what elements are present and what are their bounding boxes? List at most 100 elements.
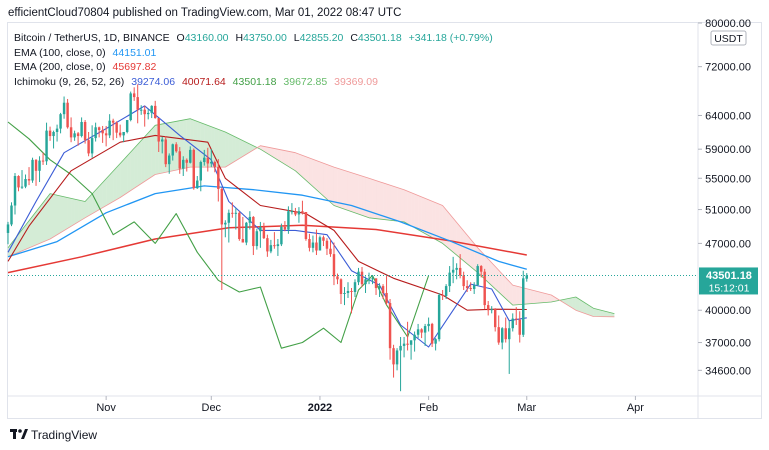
y-tick-label: 80000.00	[705, 18, 751, 30]
candle	[108, 114, 111, 139]
candle-body	[73, 133, 76, 138]
cloud-segment	[544, 293, 548, 303]
candle-body	[522, 278, 525, 335]
candle-body	[311, 242, 315, 248]
candle	[203, 149, 206, 166]
candle	[213, 160, 217, 173]
cloud-segment	[362, 176, 366, 217]
cloud-segment	[390, 185, 394, 221]
y-tick-label: 72000.00	[705, 62, 751, 74]
chart-legend: Bitcoin / TetherUS, 1D, BINANCE O43160.0…	[14, 31, 497, 89]
cloud-segment	[547, 294, 552, 303]
candle	[508, 320, 511, 374]
cloud-segment	[88, 193, 93, 216]
candle	[168, 153, 171, 174]
cloud-segment	[74, 199, 79, 225]
candle	[504, 317, 507, 343]
cloud-segment	[421, 196, 426, 234]
candle-body	[483, 271, 486, 306]
candle	[297, 207, 301, 223]
candle-body	[441, 294, 444, 296]
cloud-segment	[239, 138, 243, 159]
candle-body	[465, 286, 469, 289]
candle	[336, 273, 339, 285]
candle-body	[350, 291, 353, 293]
high-value: 43750.00	[243, 32, 287, 44]
candle-body	[406, 343, 409, 345]
candle-body	[48, 130, 52, 137]
cloud-segment	[600, 309, 604, 317]
cloud-segment	[333, 167, 338, 207]
cloud-segment	[183, 119, 187, 169]
candle	[185, 158, 188, 172]
candle-body	[231, 212, 234, 214]
candle	[283, 221, 287, 232]
candle-body	[497, 327, 500, 343]
candle	[287, 206, 290, 234]
candle-body	[357, 271, 360, 283]
candle-body	[402, 343, 406, 346]
candle	[241, 216, 245, 243]
candle	[69, 117, 73, 143]
candle-body	[59, 114, 62, 129]
cloud-segment	[453, 218, 457, 256]
candle	[273, 232, 276, 249]
candle-body	[164, 139, 167, 165]
candle	[41, 152, 45, 165]
candle	[462, 271, 465, 291]
cloud-segment	[218, 129, 222, 168]
candle	[378, 283, 381, 297]
candle-body	[399, 345, 402, 351]
candle	[125, 120, 129, 134]
grid	[7, 22, 762, 419]
candle-body	[451, 269, 455, 273]
ichimoku-cloud	[8, 118, 615, 317]
candle	[178, 147, 181, 174]
cloud-segment	[134, 144, 138, 189]
candle	[252, 216, 255, 256]
countdown-label: 15:12:01	[709, 282, 750, 294]
candle	[395, 348, 399, 371]
candle	[451, 256, 455, 284]
candle	[122, 131, 125, 143]
candle-body	[476, 266, 479, 286]
candle-body	[255, 231, 259, 247]
candle-body	[171, 144, 174, 156]
candle-body	[367, 279, 371, 281]
candle-body	[146, 112, 150, 115]
candle-body	[325, 240, 329, 249]
cloud-segment	[281, 149, 285, 165]
candle	[153, 100, 157, 119]
candle	[245, 221, 248, 246]
candle-body	[241, 239, 245, 243]
candle-body	[504, 328, 507, 340]
candle-body	[392, 348, 395, 365]
candle-body	[90, 138, 94, 154]
candle	[329, 239, 332, 257]
candle-body	[248, 216, 252, 223]
cloud-segment	[533, 290, 538, 304]
candle	[150, 105, 153, 119]
candle-body	[150, 105, 153, 113]
candle-body	[178, 151, 181, 169]
candle	[522, 270, 525, 337]
chart-frame	[7, 22, 762, 419]
cloud-segment	[85, 197, 89, 218]
y-tick-label: 55000.00	[705, 173, 751, 185]
candle	[234, 207, 238, 230]
candle	[6, 221, 10, 245]
tradingview-footer[interactable]: TradingView	[10, 428, 97, 442]
candle	[66, 98, 69, 129]
candle	[486, 301, 490, 316]
cloud-segment	[355, 173, 359, 215]
candle	[455, 263, 458, 280]
cloud-segment	[50, 193, 54, 240]
candle-body	[66, 102, 69, 128]
candle-body	[259, 226, 262, 232]
cloud-segment	[526, 288, 531, 304]
cloud-segment	[99, 182, 103, 210]
candle-body	[38, 160, 41, 171]
candle	[38, 156, 41, 183]
candle	[31, 157, 34, 183]
